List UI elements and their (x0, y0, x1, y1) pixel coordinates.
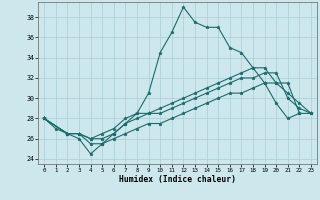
X-axis label: Humidex (Indice chaleur): Humidex (Indice chaleur) (119, 175, 236, 184)
